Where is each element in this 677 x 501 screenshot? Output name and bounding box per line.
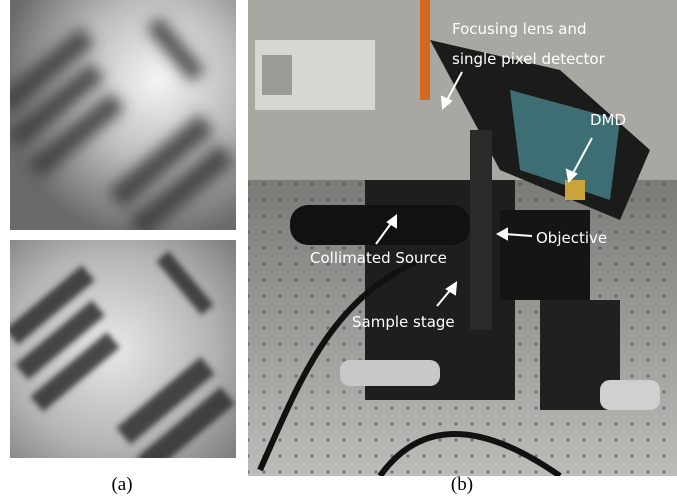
page: (a) Focusing lens and single pixel detec…: [0, 0, 677, 501]
reconstruction-image-bottom: [5, 240, 236, 475]
reconstruction-image-top: [0, 0, 236, 239]
annotation: Collimated Source: [310, 249, 447, 267]
caption: (a): [111, 474, 132, 495]
figure: (a) Focusing lens and single pixel detec…: [0, 0, 677, 501]
annotation: single pixel detector: [452, 50, 606, 68]
annotation: Focusing lens and: [452, 20, 587, 38]
annotation: Objective: [536, 229, 607, 247]
annotation: Sample stage: [352, 313, 455, 331]
caption: (b): [451, 474, 473, 495]
annotation: DMD: [590, 111, 626, 129]
setup-photo: [248, 0, 677, 476]
